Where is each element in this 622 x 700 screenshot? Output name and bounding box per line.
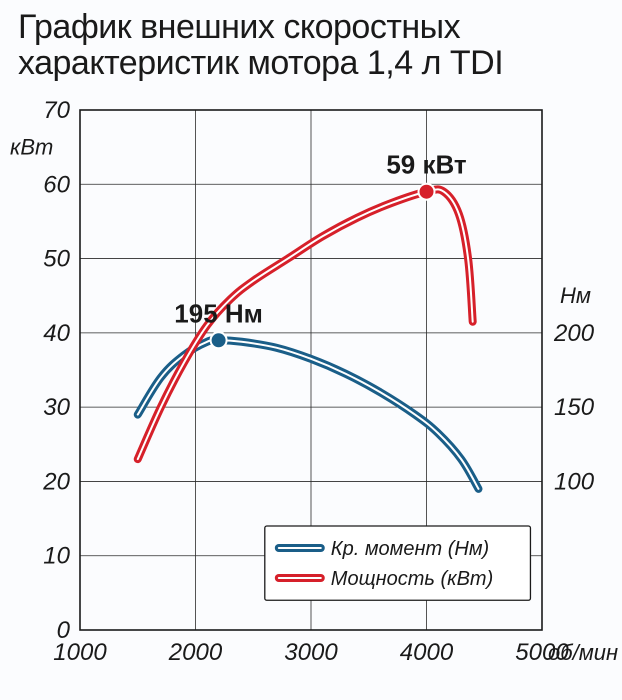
legend-label-torque: Кр. момент (Нм) [331, 538, 489, 560]
chart-title: График внешних скоростных характеристик … [18, 10, 604, 81]
y-tick-label: 70 [43, 100, 70, 124]
series-torque-inner [138, 340, 479, 489]
y-tick-label: 10 [43, 543, 70, 570]
legend: Кр. момент (Нм) Мощность (кВт) [265, 526, 531, 600]
x-tick-label: 2000 [168, 639, 223, 666]
x-unit: об/мин [548, 640, 618, 665]
series-torque [138, 340, 479, 489]
y2-tick-label: 150 [554, 394, 595, 421]
y-left-unit: кВт [10, 135, 53, 160]
peak-marker-torque [211, 332, 227, 348]
x-tick-label: 4000 [400, 639, 454, 666]
x-tick-label: 1000 [53, 639, 107, 666]
chart-plot: 010203040506070кВт100150200Нм10002000300… [0, 100, 622, 690]
y-tick-label: 60 [43, 171, 70, 198]
y-right-unit: Нм [560, 283, 591, 308]
y-tick-label: 40 [43, 320, 70, 347]
peak-label-torque: 195 Нм [174, 298, 263, 328]
peak-marker-power [419, 184, 435, 200]
y2-tick-label: 200 [553, 320, 595, 347]
chart-container: График внешних скоростных характеристик … [0, 0, 622, 700]
x-tick-label: 3000 [284, 639, 338, 666]
y-tick-label: 30 [43, 394, 70, 421]
peak-label-power: 59 кВт [386, 150, 467, 180]
legend-label-power: Мощность (кВт) [331, 568, 493, 590]
y2-tick-label: 100 [554, 468, 595, 495]
y-tick-label: 20 [42, 468, 70, 495]
y-tick-label: 50 [43, 246, 70, 273]
